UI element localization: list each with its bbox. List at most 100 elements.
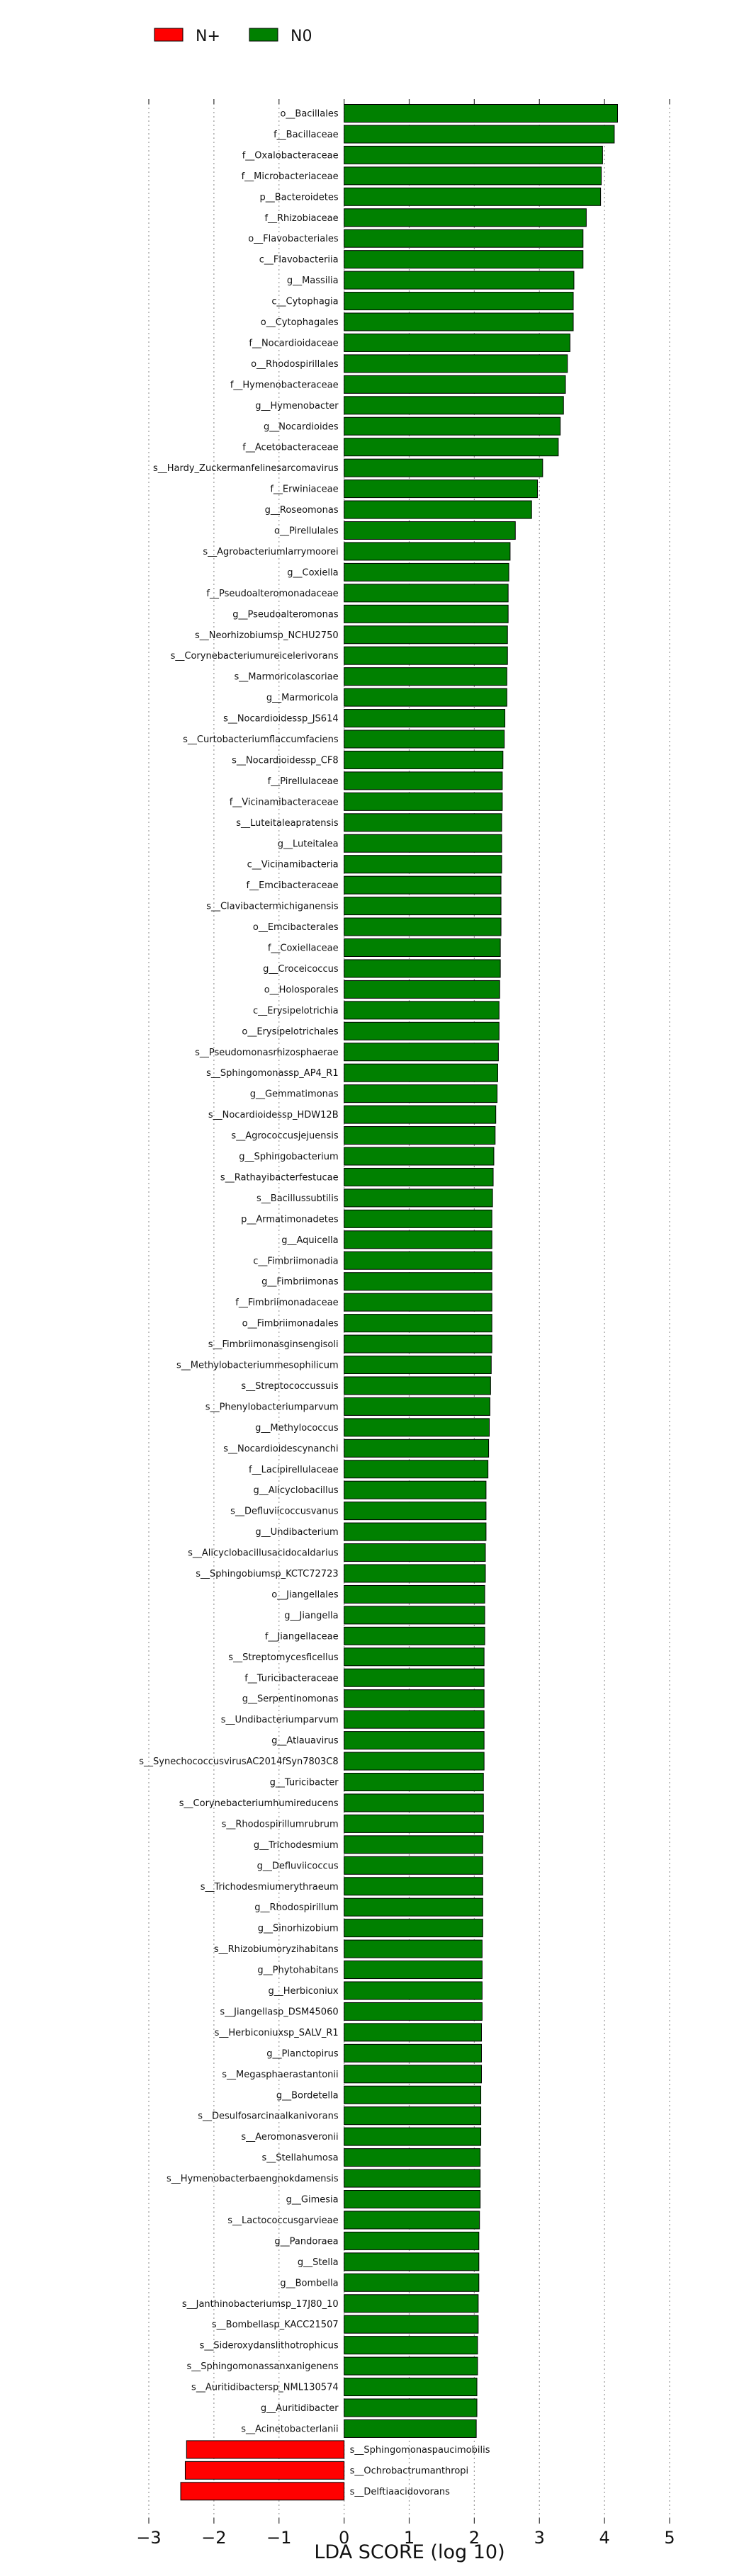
bar-label: s__Sphingobiumsp_KCTC72723 — [196, 1569, 338, 1579]
bar — [344, 125, 615, 144]
bar — [344, 959, 501, 978]
bar — [344, 2273, 480, 2292]
bar-label: f__Rhizobiaceae — [264, 213, 338, 224]
bar — [344, 375, 566, 394]
bar — [344, 333, 570, 352]
bar — [344, 1689, 485, 1708]
bar-label: f__Vicinamibacteraceae — [230, 797, 339, 807]
bar — [344, 542, 511, 561]
bar — [344, 2190, 481, 2208]
bar-label: s__Pseudomonasrhizosphaerae — [195, 1048, 338, 1058]
bar-label: f__Turicibacteraceae — [244, 1673, 338, 1684]
legend: N+ N0 — [154, 28, 312, 45]
bar — [344, 458, 543, 477]
bar-label: s__Nocardioidessp_JS614 — [223, 714, 339, 725]
bar-label: f__Fimbriimonadaceae — [235, 1298, 338, 1308]
bar — [344, 2148, 481, 2167]
bar-label: o__Rhodospirillales — [251, 359, 339, 370]
bar — [344, 855, 502, 874]
bar-label: f__Jiangellaceae — [265, 1631, 339, 1642]
bar — [344, 1981, 483, 2000]
bar-label: g__Stella — [298, 2257, 339, 2268]
bar — [344, 187, 602, 206]
bar-label: g__Planctopirus — [266, 2048, 339, 2059]
bar-label: s__Rathayibacterfestucae — [220, 1172, 339, 1183]
bar-label: f__Erwiniaceae — [270, 484, 338, 495]
bar-label: s__Herbiconiuxsp_SALV_R1 — [215, 2028, 339, 2038]
bar-label: g__Massilia — [287, 276, 339, 286]
bar — [344, 1856, 483, 1875]
bar — [344, 1334, 492, 1354]
x-tick-label: 5 — [664, 2528, 675, 2548]
bar — [344, 500, 532, 519]
bar-label: o__Emcibacterales — [253, 922, 339, 933]
x-tick-label: −1 — [266, 2528, 291, 2548]
bar-label: s__Curtobacteriumflaccumfaciens — [183, 734, 339, 745]
x-tick-label: 1 — [404, 2528, 415, 2548]
bar — [344, 709, 506, 728]
bar — [344, 1543, 486, 1562]
bar — [344, 2065, 482, 2084]
bar — [344, 1251, 492, 1270]
bar — [344, 1584, 485, 1604]
bar-label: p__Armatimonadetes — [241, 1214, 339, 1225]
bar-label: s__Stellahumosa — [261, 2153, 338, 2164]
bar — [344, 897, 502, 916]
bar — [344, 166, 602, 186]
bar-label: g__Bordetella — [276, 2090, 339, 2101]
bar-label: c__Erysipelotrichia — [253, 1006, 339, 1016]
bar-label: c__Flavobacteriia — [259, 255, 339, 266]
bar-label: c__Vicinamibacteria — [247, 860, 339, 870]
bar-label: f__Pirellulaceae — [268, 776, 339, 787]
bar — [344, 1272, 492, 1291]
bar — [344, 1606, 485, 1625]
bar-label: o__Flavobacteriales — [248, 234, 339, 244]
bar — [344, 688, 507, 707]
bar-label: s__Methylobacteriummesophilicum — [176, 1361, 339, 1371]
bar-label: g__Methylococcus — [255, 1423, 339, 1434]
bar-label: s__Sphingomonassp_AP4_R1 — [206, 1068, 339, 1079]
bar — [344, 2231, 480, 2250]
bar — [344, 1961, 483, 1980]
bar — [344, 396, 564, 415]
bar — [344, 2002, 483, 2021]
bar-label: f__Pseudoalteromonadaceae — [206, 589, 338, 599]
bar-label: s__Auritidibactersp_NML130574 — [191, 2383, 339, 2393]
bar-label: o__Pirellulales — [274, 526, 339, 537]
bar-label: f__Coxiellaceae — [268, 943, 339, 954]
bar-label: s__Agrobacteriumlarrymoorei — [203, 547, 338, 557]
bar — [344, 1167, 494, 1186]
bar-label: c__Fimbriimonadia — [253, 1256, 338, 1266]
bar — [344, 1376, 491, 1395]
x-tick-label: 4 — [599, 2528, 609, 2548]
bar-label: f__Microbacteriaceae — [242, 171, 339, 182]
bar-label: g__Serpentinomonas — [242, 1694, 339, 1705]
bar — [344, 1814, 484, 1833]
bar — [344, 1877, 483, 1896]
bar-label: s__Sideroxydanslithotrophicus — [200, 2341, 339, 2351]
bar — [180, 2482, 345, 2501]
bar — [344, 416, 561, 436]
bar — [344, 813, 502, 832]
bar — [344, 1793, 484, 1812]
bar-label: f__Oxalobacteraceae — [242, 150, 339, 161]
bar-label: s__Janthinobacteriumsp_17J80_10 — [182, 2299, 339, 2310]
bar-label: s__Aeromonasveronii — [241, 2132, 338, 2143]
bar — [344, 1731, 485, 1750]
bar — [344, 2356, 478, 2376]
bar-label: s__Neorhizobiumsp_NCHU2750 — [195, 630, 339, 641]
bar-label: s__Rhodospirillumrubrum — [222, 1819, 339, 1829]
bar-label: f__Acetobacteraceae — [242, 443, 338, 453]
bar-label: s__Clavibactermichiganensis — [206, 902, 339, 912]
bar — [344, 2315, 479, 2334]
bar — [186, 2440, 345, 2459]
bar-label: f__Emcibacteraceae — [247, 880, 339, 891]
bar-label: s__Marmoricolascoriae — [235, 672, 339, 683]
bar — [344, 1668, 485, 1687]
bar — [344, 2419, 477, 2438]
bar-label: g__Sinorhizobium — [258, 1924, 339, 1934]
bar — [344, 1835, 483, 1854]
bar — [344, 480, 538, 499]
bar-label: o__Holosporales — [264, 985, 339, 995]
bar — [344, 2252, 480, 2271]
